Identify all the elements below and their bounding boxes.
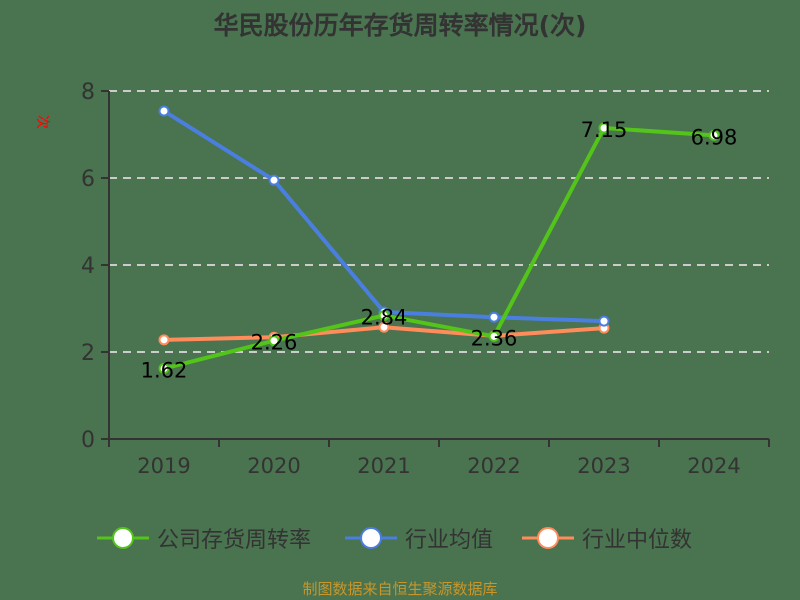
x-tick-label: 2022 xyxy=(467,454,520,478)
data-point[interactable] xyxy=(598,315,610,327)
x-tick-label: 2021 xyxy=(357,454,410,478)
y-tick-label: 8 xyxy=(81,80,95,105)
chart-title: 华民股份历年存货周转率情况(次) xyxy=(213,11,587,40)
data-point[interactable] xyxy=(268,174,280,186)
y-tick-label: 6 xyxy=(81,167,95,192)
x-tick-label: 2024 xyxy=(687,454,740,478)
data-point[interactable] xyxy=(158,105,170,117)
legend-marker-icon xyxy=(345,527,397,549)
axes: 0 2 4 6 8 2019 2020 2021 2022 2023 2024 xyxy=(81,80,770,478)
data-label: 2.26 xyxy=(251,331,298,355)
legend-item-industry-avg[interactable]: 行业均值 xyxy=(345,521,493,555)
data-label: 2.36 xyxy=(471,326,518,350)
series-lines xyxy=(158,105,720,375)
data-label: 6.98 xyxy=(691,125,738,149)
y-tick-label: 4 xyxy=(81,254,95,279)
x-tick-label: 2023 xyxy=(577,454,630,478)
data-label: 1.62 xyxy=(141,359,188,383)
data-label: 7.15 xyxy=(581,118,628,142)
data-label: 2.84 xyxy=(361,305,408,329)
legend-marker-icon xyxy=(522,527,574,549)
data-point[interactable] xyxy=(488,330,500,342)
data-point[interactable] xyxy=(378,309,390,321)
data-point[interactable] xyxy=(268,335,280,347)
x-tick-label: 2019 xyxy=(137,454,190,478)
data-point[interactable] xyxy=(378,321,390,333)
x-tick-label: 2020 xyxy=(247,454,300,478)
legend-label: 公司存货周转率 xyxy=(157,528,312,553)
y-tick-label: 2 xyxy=(81,341,95,366)
series-line xyxy=(162,109,605,324)
data-point[interactable] xyxy=(598,122,610,134)
data-point[interactable] xyxy=(488,311,500,323)
legend-marker-icon xyxy=(97,527,149,549)
legend-item-company[interactable]: 公司存货周转率 xyxy=(97,521,311,555)
legend-label: 行业中位数 xyxy=(582,528,693,553)
data-source-note: 制图数据来自恒生聚源数据库 xyxy=(302,580,498,598)
data-point[interactable] xyxy=(158,363,170,375)
data-point[interactable] xyxy=(158,334,170,346)
y-tick-label: 0 xyxy=(81,428,95,453)
legend-label: 行业均值 xyxy=(405,528,494,553)
grid-lines xyxy=(109,90,769,353)
data-point[interactable] xyxy=(708,129,720,141)
legend-item-industry-median[interactable]: 行业中位数 xyxy=(522,521,692,555)
data-labels: 1.62 2.26 2.84 2.36 7.15 6.98 xyxy=(141,118,738,383)
series-line xyxy=(163,125,715,371)
